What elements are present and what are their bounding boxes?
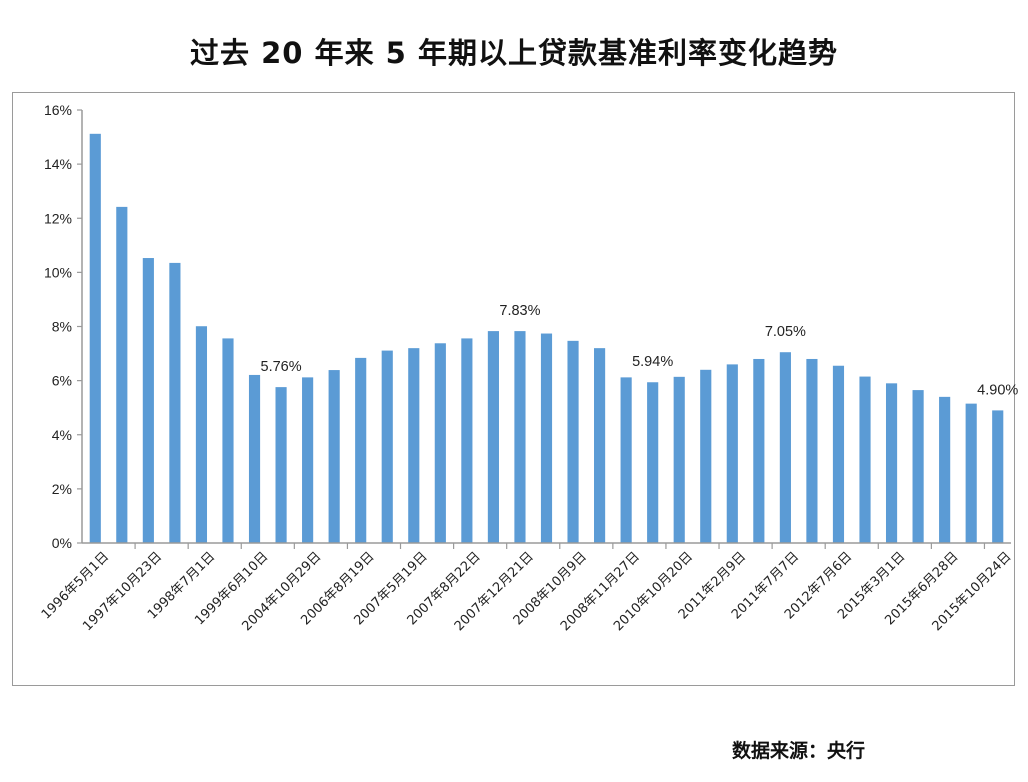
- bar: [89, 133, 101, 543]
- bar: [381, 350, 393, 543]
- bar: [328, 370, 340, 543]
- bar: [700, 369, 712, 543]
- bar: [540, 333, 553, 543]
- chart-title: 过去 20 年来 5 年期以上贷款基准利率变化趋势: [190, 36, 838, 70]
- y-axis-ticks: 0% 2% 4% 6% 8% 10% 12% 14% 16%: [44, 102, 82, 551]
- bar: [487, 331, 499, 543]
- bar: [514, 331, 526, 543]
- y-tick-label: 16%: [44, 102, 72, 118]
- data-source-note: 数据来源：央行: [732, 740, 866, 762]
- data-label: 7.83%: [499, 303, 540, 319]
- y-tick-label: 14%: [44, 156, 72, 172]
- bars: [89, 133, 1004, 544]
- bar: [594, 348, 606, 543]
- data-label: 7.05%: [765, 324, 806, 340]
- bar: [885, 383, 898, 543]
- bar: [859, 376, 871, 543]
- bar: [169, 262, 181, 543]
- y-tick-label: 6%: [52, 373, 72, 389]
- bar: [779, 352, 791, 543]
- chart-frame: [12, 92, 1015, 686]
- bar: [195, 326, 208, 543]
- bar: [461, 338, 473, 543]
- bar: [355, 357, 367, 543]
- y-tick-label: 2%: [52, 481, 72, 497]
- bar: [248, 374, 261, 543]
- bar: [408, 348, 420, 543]
- bar: [620, 377, 632, 543]
- data-label: 4.90%: [977, 382, 1018, 398]
- y-tick-label: 12%: [44, 210, 72, 226]
- bar: [939, 396, 951, 543]
- y-tick-label: 8%: [52, 319, 72, 335]
- bar: [753, 358, 765, 543]
- x-axis-labels: 1996年5月1日1997年10月23日1998年7月1日1999年6月10日2…: [39, 549, 1015, 634]
- bar: [673, 376, 685, 543]
- y-tick-label: 10%: [44, 264, 72, 280]
- bar: [806, 358, 818, 543]
- bar: [567, 340, 579, 543]
- bar: [116, 206, 128, 544]
- data-label: 5.76%: [261, 359, 302, 375]
- bar: [726, 364, 738, 543]
- bar: [302, 377, 314, 543]
- bar: [912, 390, 924, 543]
- bar: [275, 387, 287, 543]
- bar: [647, 382, 659, 543]
- bar: [142, 258, 154, 543]
- bar-annotations: 5.76% 7.83% 5.94% 7.05% 4.90%: [261, 303, 1019, 398]
- x-axis-ticks: [134, 543, 986, 549]
- bar: [992, 410, 1004, 543]
- data-label: 5.94%: [632, 354, 673, 370]
- y-tick-label: 0%: [52, 535, 72, 551]
- bar: [434, 343, 446, 543]
- bar: [222, 338, 234, 543]
- y-tick-label: 4%: [52, 427, 72, 443]
- bar: [965, 403, 977, 543]
- bar: [832, 365, 845, 543]
